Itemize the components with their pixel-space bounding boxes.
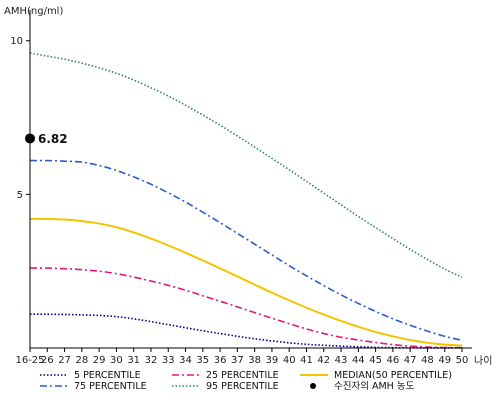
series-layer — [29, 52, 463, 349]
marker-layer: 6.82 — [25, 132, 68, 146]
amh-marker-point — [25, 133, 35, 144]
legend: 5 PERCENTILE 25 PERCENTILE MEDIAN(50 PERCE… — [40, 370, 452, 392]
legend-label-5-percentile: 5 PERCENTILE — [74, 370, 141, 381]
x-tick-label: 46 — [387, 355, 400, 366]
amh-marker-label: 6.82 — [38, 132, 68, 146]
y-axis-label: AMH(ng/ml) — [4, 6, 63, 17]
legend-label-25-percentile: 25 PERCENTILE — [206, 370, 279, 381]
legend-label-95-percentile: 95 PERCENTILE — [206, 381, 279, 392]
legend-label-75-percentile: 75 PERCENTILE — [74, 381, 147, 392]
x-axis-label: 나이 — [474, 355, 492, 367]
x-tick-label: 39 — [266, 355, 279, 366]
x-tick-label: 38 — [248, 355, 261, 366]
series-line-5-percentile — [29, 313, 463, 349]
x-tick-label: 26 — [41, 355, 54, 366]
x-tick-label: 40 — [283, 355, 296, 366]
x-tick-label: 43 — [335, 355, 348, 366]
x-tick-label: 49 — [438, 355, 451, 366]
series-line-95-percentile — [29, 52, 463, 279]
x-tick-label: 47 — [404, 355, 417, 366]
x-tick-label: 45 — [369, 355, 382, 366]
x-tick-label: 37 — [231, 355, 244, 366]
x-tick-label: 41 — [300, 355, 313, 366]
x-tick-label: 30 — [110, 355, 123, 366]
x-tick-label: 32 — [145, 355, 158, 366]
x-tick-label: 44 — [352, 355, 365, 366]
x-tick-label: 31 — [127, 355, 140, 366]
series-line-25-percentile — [29, 267, 463, 349]
x-tick-label: 16-25 — [15, 355, 44, 366]
x-tick-label: 34 — [179, 355, 192, 366]
series-line-median-50-percentile — [29, 217, 463, 347]
x-tick-label: 27 — [58, 355, 71, 366]
x-tick-label: 36 — [214, 355, 227, 366]
x-tick-label: 28 — [75, 355, 88, 366]
series-line-75-percentile — [29, 159, 463, 342]
x-tick-label: 50 — [456, 355, 469, 366]
y-tick-label: 5 — [17, 190, 23, 201]
legend-label-marker: 수진자의 AMH 농도 — [334, 381, 415, 392]
x-tick-label: 33 — [162, 355, 175, 366]
x-tick-label: 42 — [317, 355, 330, 366]
legend-label-median-50-percentile: MEDIAN(50 PERCENTILE) — [334, 370, 452, 381]
y-tick-label: 10 — [10, 36, 23, 47]
x-tick-label: 29 — [93, 355, 106, 366]
x-tick-label: 48 — [421, 355, 434, 366]
legend-swatch-marker — [310, 383, 316, 389]
x-tick-label: 35 — [196, 355, 209, 366]
